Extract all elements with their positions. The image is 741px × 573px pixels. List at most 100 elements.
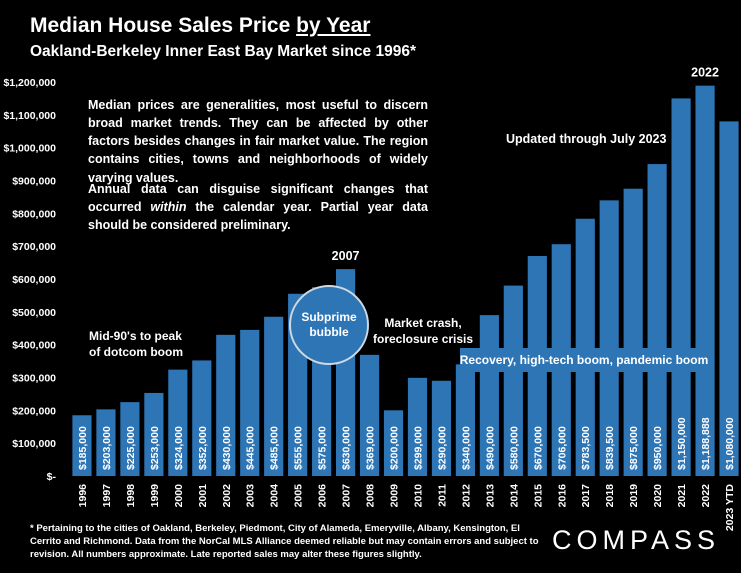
bar [623,188,643,476]
bar [144,392,164,476]
x-tick-label: 2004 [269,484,281,508]
x-tick-label: 2022 [700,484,712,508]
x-tick-label: 2012 [460,484,472,508]
annotation-crash-line-1: Market crash, [384,316,462,330]
chart-title: Median House Sales Price by Year [30,14,370,38]
data-label: $445,000 [245,426,257,470]
bar [192,360,212,476]
bar [695,85,715,477]
bar-series: $185,000 $203,000 $225,000 $253,000 $324,000… [72,66,739,477]
data-label: $875,000 [628,426,640,470]
data-label: $352,000 [197,426,209,470]
x-tick-label: 2002 [221,484,233,508]
y-tick-label: $1,200,000 [3,77,56,89]
y-tick-label: $800,000 [12,208,56,220]
x-tick-label: 2006 [317,484,329,508]
x-tick-label: 2003 [245,484,257,508]
highlight-label: 2022 [691,66,719,80]
x-tick-label: 2015 [532,484,544,508]
bar [216,334,236,476]
annotation-subprime-bubble: Subprime bubble [289,285,369,365]
x-tick-label: 2018 [604,484,616,508]
title-suffix: by Year [296,14,371,37]
x-tick-label: 2000 [173,484,185,508]
data-label: $225,000 [125,426,137,470]
x-tick-label: 2009 [389,484,401,508]
data-label: $1,080,000 [724,417,736,470]
x-tick-label: 1997 [101,484,113,508]
bar [407,377,428,476]
x-tick-label: 2014 [508,484,520,508]
bar [383,410,404,476]
updated-note: Updated through July 2023 [506,132,667,146]
x-tick-label: 2005 [293,484,305,508]
bar [503,285,523,476]
footnote: * Pertaining to the cities of Oakland, B… [30,523,539,561]
x-tick-label: 2016 [556,484,568,508]
note-2-emphasis: within [150,200,187,215]
annotation-market-crash: Market crash, foreclosure crisis [373,315,473,347]
annotation-bubble-line-2: bubble [309,325,349,339]
data-label: $324,000 [173,426,185,470]
x-tick-label: 2011 [436,484,448,507]
data-label: $555,000 [293,426,305,470]
bar [647,164,667,476]
y-tick-label: $- [47,471,57,483]
data-label: $630,000 [341,426,353,470]
data-label: $253,000 [149,426,161,470]
bar [168,369,188,476]
data-label: $200,000 [389,426,401,470]
x-axis: 1996 1997 1998 1999 2000 2001 2002 2003 2004 2005… [77,484,736,532]
annotation-dotcom: Mid-90's to peak of dotcom boom [89,328,183,360]
annotation-crash-line-2: foreclosure crisis [373,332,474,347]
bar [671,98,691,477]
annotation-bubble-line-1: Subprime [301,310,357,324]
bar [72,415,92,476]
annotation-dotcom-line-1: Mid-90's to peak [89,329,182,343]
bar [719,121,739,477]
data-label: $950,000 [652,426,664,470]
x-tick-label: 2020 [652,484,664,508]
x-tick-label: 2008 [365,484,377,508]
data-label: $490,000 [484,426,496,470]
y-tick-label: $600,000 [12,274,56,286]
data-label: $783,500 [580,426,592,470]
x-tick-label: 2023 YTD [724,484,736,532]
data-label: $290,000 [436,426,448,470]
data-label: $485,000 [269,426,281,470]
data-label: $369,000 [365,426,377,470]
title-main: Median House Sales Price [30,14,297,37]
note-2-part-b: the calendar year. Partial year data sho… [88,200,428,233]
data-label: $299,000 [412,426,424,470]
bar [264,316,284,476]
y-tick-label: $1,000,000 [3,143,56,155]
bar [359,354,380,476]
x-tick-label: 2019 [628,484,640,508]
data-label: $340,000 [460,426,472,470]
x-tick-label: 2001 [197,484,209,508]
note-annual-data: Annual data can disguise significant cha… [88,180,428,234]
data-label: $580,000 [508,426,520,470]
y-tick-label: $500,000 [12,307,56,319]
data-label: $706,000 [556,426,568,470]
x-tick-label: 2021 [676,484,688,508]
x-tick-label: 2007 [341,484,353,508]
y-tick-label: $1,100,000 [3,110,56,122]
x-tick-label: 1998 [125,484,137,508]
highlight-label: 2007 [332,249,360,263]
data-label: $839,500 [604,426,616,470]
y-tick-label: $700,000 [12,241,56,253]
note-2-part-a: Annual data can disguise significant cha… [88,182,428,215]
data-label: $1,150,000 [676,417,688,470]
bar [431,380,452,476]
y-tick-label: $900,000 [12,176,56,188]
data-label: $430,000 [221,426,233,470]
bar [120,402,140,477]
data-label: $1,188,888 [700,417,712,470]
bar [240,329,260,476]
y-tick-label: $300,000 [12,373,56,385]
x-tick-label: 2013 [484,484,496,508]
data-label: $185,000 [77,426,89,470]
bar [455,364,475,476]
